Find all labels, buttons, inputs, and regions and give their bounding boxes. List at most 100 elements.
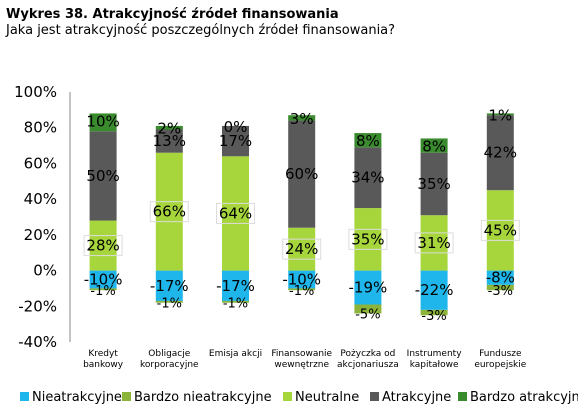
bar-segment [155,152,183,271]
data-label-box [480,219,520,241]
bar-segment [89,113,117,132]
data-label: 24% [285,240,318,258]
bar-segment [222,300,249,303]
data-label-box [83,235,123,257]
data-label-box [149,201,189,223]
data-label: -8% [486,269,515,287]
data-label: 0% [224,118,248,136]
y-tick-label: 100% [14,83,57,101]
data-label: 13% [153,132,186,150]
data-label: -19% [349,279,388,297]
bar-segment [354,133,382,148]
category-label: Finansowanie [271,349,332,359]
category-label: Kredyt [88,349,118,359]
data-label: -1% [223,297,248,312]
bar-segment [420,215,448,271]
bar-segment [155,270,183,301]
data-label: 2% [157,120,181,138]
data-label: 45% [484,221,517,239]
bar-segment [288,120,316,228]
bar-segment [155,300,183,303]
data-label: 35% [351,230,384,248]
category-label: Fundusze [479,349,522,359]
category-label: Pożyczka od [340,349,395,359]
data-label: 3% [290,110,314,128]
bar-segment [288,288,316,291]
chart-title: Wykres 38. Atrakcyjność źródeł finansowa… [6,7,339,22]
category-label: europejskie [474,360,526,370]
data-label: -10% [282,271,321,289]
bar-segment [155,125,183,130]
bar-segment [354,208,382,271]
data-label: 64% [219,204,252,222]
bar-segment [420,270,448,310]
data-label: 1% [488,106,512,124]
data-label: 50% [86,167,119,185]
data-label: -3% [421,309,446,324]
y-tick-label: -20% [18,297,57,315]
y-tick-label: 40% [24,190,57,208]
bar-segment [288,227,316,271]
data-label: 34% [351,169,384,187]
data-label: -1% [157,297,182,312]
legend-swatch [370,392,379,401]
data-label-box [348,228,388,250]
bar-segment [486,270,514,285]
category-label: Obligacje [148,349,190,359]
y-tick-label: 60% [24,154,57,172]
data-label: 10% [86,112,119,130]
bar-segment [288,270,316,289]
bar-segment [420,309,448,316]
bar-segment [89,131,117,221]
data-label: -10% [84,271,123,289]
bar-segment [354,304,382,314]
bar-segment [89,270,117,289]
data-label: -22% [415,281,454,299]
chart-subtitle: Jaka jest atrakcyjność poszczególnych źr… [6,23,396,38]
category-label: korporacyjne [140,360,199,370]
legend-swatch [20,392,29,401]
data-label: 31% [417,234,450,252]
data-label: 60% [285,165,318,183]
bar-segment [420,138,448,153]
data-label: -17% [150,277,189,295]
bar-segment [486,113,514,116]
bar-segment [486,284,514,291]
legend-label: Nieatrakcyjne [32,390,122,405]
bar-segment [288,115,316,121]
bar-segment [155,129,183,153]
legend-label: Bardzo atrakcyjne [470,390,578,405]
legend-label: Neutralne [295,390,359,405]
data-label: -3% [488,284,513,299]
data-label-box [414,232,454,254]
data-label: 17% [219,132,252,150]
legend-swatch [122,392,131,401]
category-label: kapitałowe [410,360,459,370]
y-tick-label: 20% [24,226,57,244]
category-label: akcjonariusza [337,360,399,370]
data-label: 8% [356,132,380,150]
bar-segment [354,270,382,305]
category-label: Instrumenty [407,349,463,359]
data-label: -5% [355,307,380,322]
data-label-box [216,202,255,224]
data-label: 8% [422,137,446,155]
bar-segment [222,125,249,157]
bar-segment [222,156,249,271]
bar-segment [89,220,117,271]
data-label-box [282,238,322,260]
legend-swatch [458,392,467,401]
data-label: -1% [289,284,314,299]
bar-segment [354,147,382,209]
y-tick-label: -40% [18,333,57,351]
category-label: Emisja akcji [209,349,262,359]
category-label: wewnętrzne [274,360,329,370]
data-label: -1% [90,284,115,299]
data-label: 66% [153,203,186,221]
data-label: 42% [484,144,517,162]
y-tick-label: 0% [33,262,57,280]
legend-swatch [283,392,292,401]
legend-label: Atrakcyjne [382,390,451,405]
bar-segment [420,152,448,216]
data-label: 35% [417,175,450,193]
